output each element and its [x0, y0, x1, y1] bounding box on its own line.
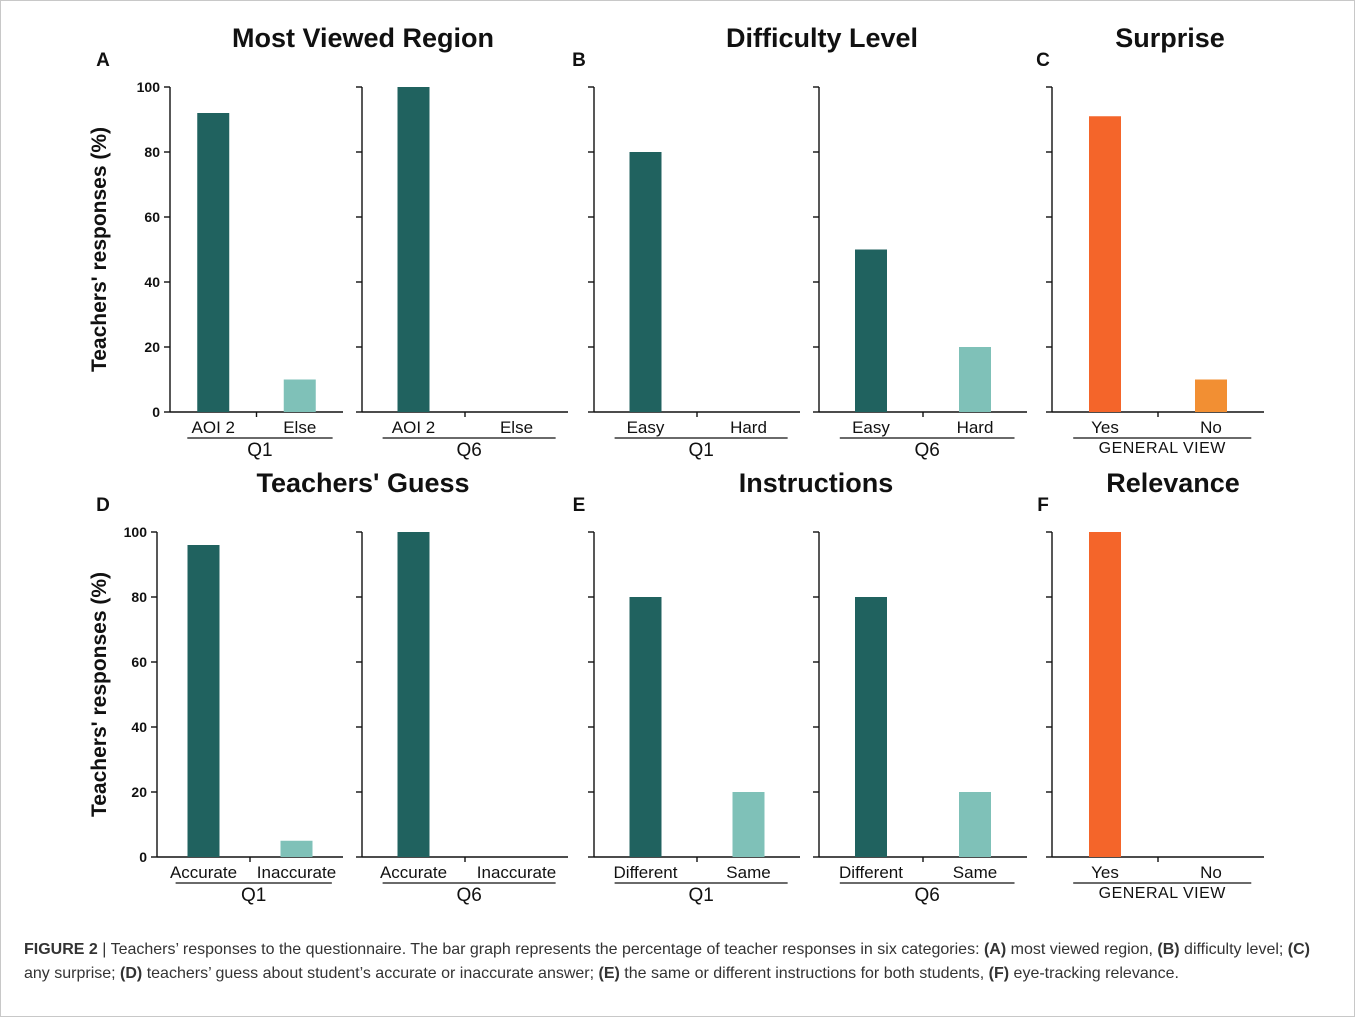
group-label: Q1: [688, 885, 713, 906]
x-category-label: AOI 2: [392, 418, 435, 437]
x-category-label: Different: [614, 863, 678, 882]
x-category-label: Hard: [730, 418, 767, 437]
bar: [1195, 379, 1227, 412]
x-category-label: Inaccurate: [477, 863, 556, 882]
group-label: Q6: [914, 885, 939, 906]
caption-d-label: (D): [120, 965, 143, 982]
bar: [629, 597, 662, 857]
bar: [629, 152, 662, 412]
x-category-label: Hard: [957, 418, 994, 437]
y-tick-label: 80: [144, 144, 160, 160]
x-category-label: Else: [283, 418, 316, 437]
group-label: Q1: [688, 440, 713, 461]
panel-title: Surprise: [1115, 23, 1225, 53]
y-tick-label: 0: [152, 404, 160, 420]
chart-svg: Teachers' responses (%) Teachers' respons…: [88, 23, 1264, 906]
caption-separator: |: [97, 941, 111, 958]
caption-c-label: (C): [1287, 941, 1311, 958]
caption-a-label: (A): [983, 941, 1007, 958]
panel-letter: E: [573, 495, 586, 516]
x-category-label: Else: [500, 418, 533, 437]
x-category-label: Easy: [627, 418, 665, 437]
figure-caption: FIGURE 2 | Teachers’ responses to the qu…: [24, 938, 1334, 986]
bar: [1089, 116, 1121, 412]
caption-f-label: (F): [988, 965, 1010, 982]
group-label: Q6: [456, 440, 481, 461]
bar: [855, 249, 887, 412]
x-category-label: Same: [726, 863, 770, 882]
y-tick-label: 60: [131, 654, 147, 670]
x-category-label: Different: [839, 863, 903, 882]
caption-figure-label: FIGURE 2: [24, 941, 98, 958]
caption-intro: Teachers’ responses to the questionnaire…: [110, 941, 984, 958]
y-tick-label: 20: [144, 339, 160, 355]
caption-d-text: teachers’ guess about student’s accurate…: [142, 965, 599, 982]
y-tick-label: 40: [131, 719, 147, 735]
y-tick-label: 20: [131, 784, 147, 800]
panel-letter: A: [96, 50, 110, 71]
bar: [732, 792, 765, 857]
bar: [283, 379, 316, 412]
caption-c-text: any surprise;: [24, 965, 121, 982]
x-category-label: Same: [953, 863, 997, 882]
x-category-label: Easy: [852, 418, 890, 437]
group-label: Q6: [914, 440, 939, 461]
y-axis-label: Teachers' responses (%): [88, 127, 111, 372]
caption-a-text: most viewed region,: [1006, 941, 1158, 958]
group-label: GENERAL VIEW: [1099, 440, 1227, 457]
group-label: Q1: [247, 440, 272, 461]
panel-title: Most Viewed Region: [232, 23, 494, 53]
caption-e-text: the same or different instructions for b…: [619, 965, 989, 982]
y-tick-label: 100: [124, 524, 148, 540]
y-tick-label: 100: [137, 79, 161, 95]
bar: [959, 347, 991, 412]
y-tick-label: 0: [139, 849, 147, 865]
caption-b-text: difficulty level;: [1179, 941, 1288, 958]
panel-letter: D: [96, 495, 110, 516]
y-axis-label: Teachers' responses (%): [88, 572, 111, 817]
bar: [1089, 532, 1121, 857]
bar: [855, 597, 887, 857]
panel-letter: F: [1037, 495, 1049, 516]
bar: [397, 87, 430, 412]
panel-title: Teachers' Guess: [256, 468, 469, 498]
bar: [397, 532, 430, 857]
bar: [187, 545, 220, 857]
y-tick-label: 60: [144, 209, 160, 225]
x-category-label: Yes: [1091, 418, 1119, 437]
x-category-label: Accurate: [170, 863, 237, 882]
group-label: Q1: [241, 885, 266, 906]
x-category-label: AOI 2: [192, 418, 235, 437]
panel-title: Instructions: [739, 468, 894, 498]
bar: [280, 840, 313, 857]
bar: [197, 113, 230, 412]
group-label: Q6: [456, 885, 481, 906]
caption-f-text: eye-tracking relevance.: [1009, 965, 1179, 982]
panel-letter: C: [1036, 50, 1050, 71]
panel-title: Difficulty Level: [726, 23, 918, 53]
x-category-label: Yes: [1091, 863, 1119, 882]
x-category-label: No: [1200, 863, 1222, 882]
caption-b-label: (B): [1157, 941, 1180, 958]
y-tick-label: 80: [131, 589, 147, 605]
x-category-label: No: [1200, 418, 1222, 437]
panel-title: Relevance: [1106, 468, 1240, 498]
panel-letter: B: [572, 50, 586, 71]
y-tick-label: 40: [144, 274, 160, 290]
caption-e-label: (E): [598, 965, 620, 982]
group-label: GENERAL VIEW: [1099, 885, 1227, 902]
x-category-label: Accurate: [380, 863, 447, 882]
x-category-label: Inaccurate: [257, 863, 336, 882]
bar: [959, 792, 991, 857]
